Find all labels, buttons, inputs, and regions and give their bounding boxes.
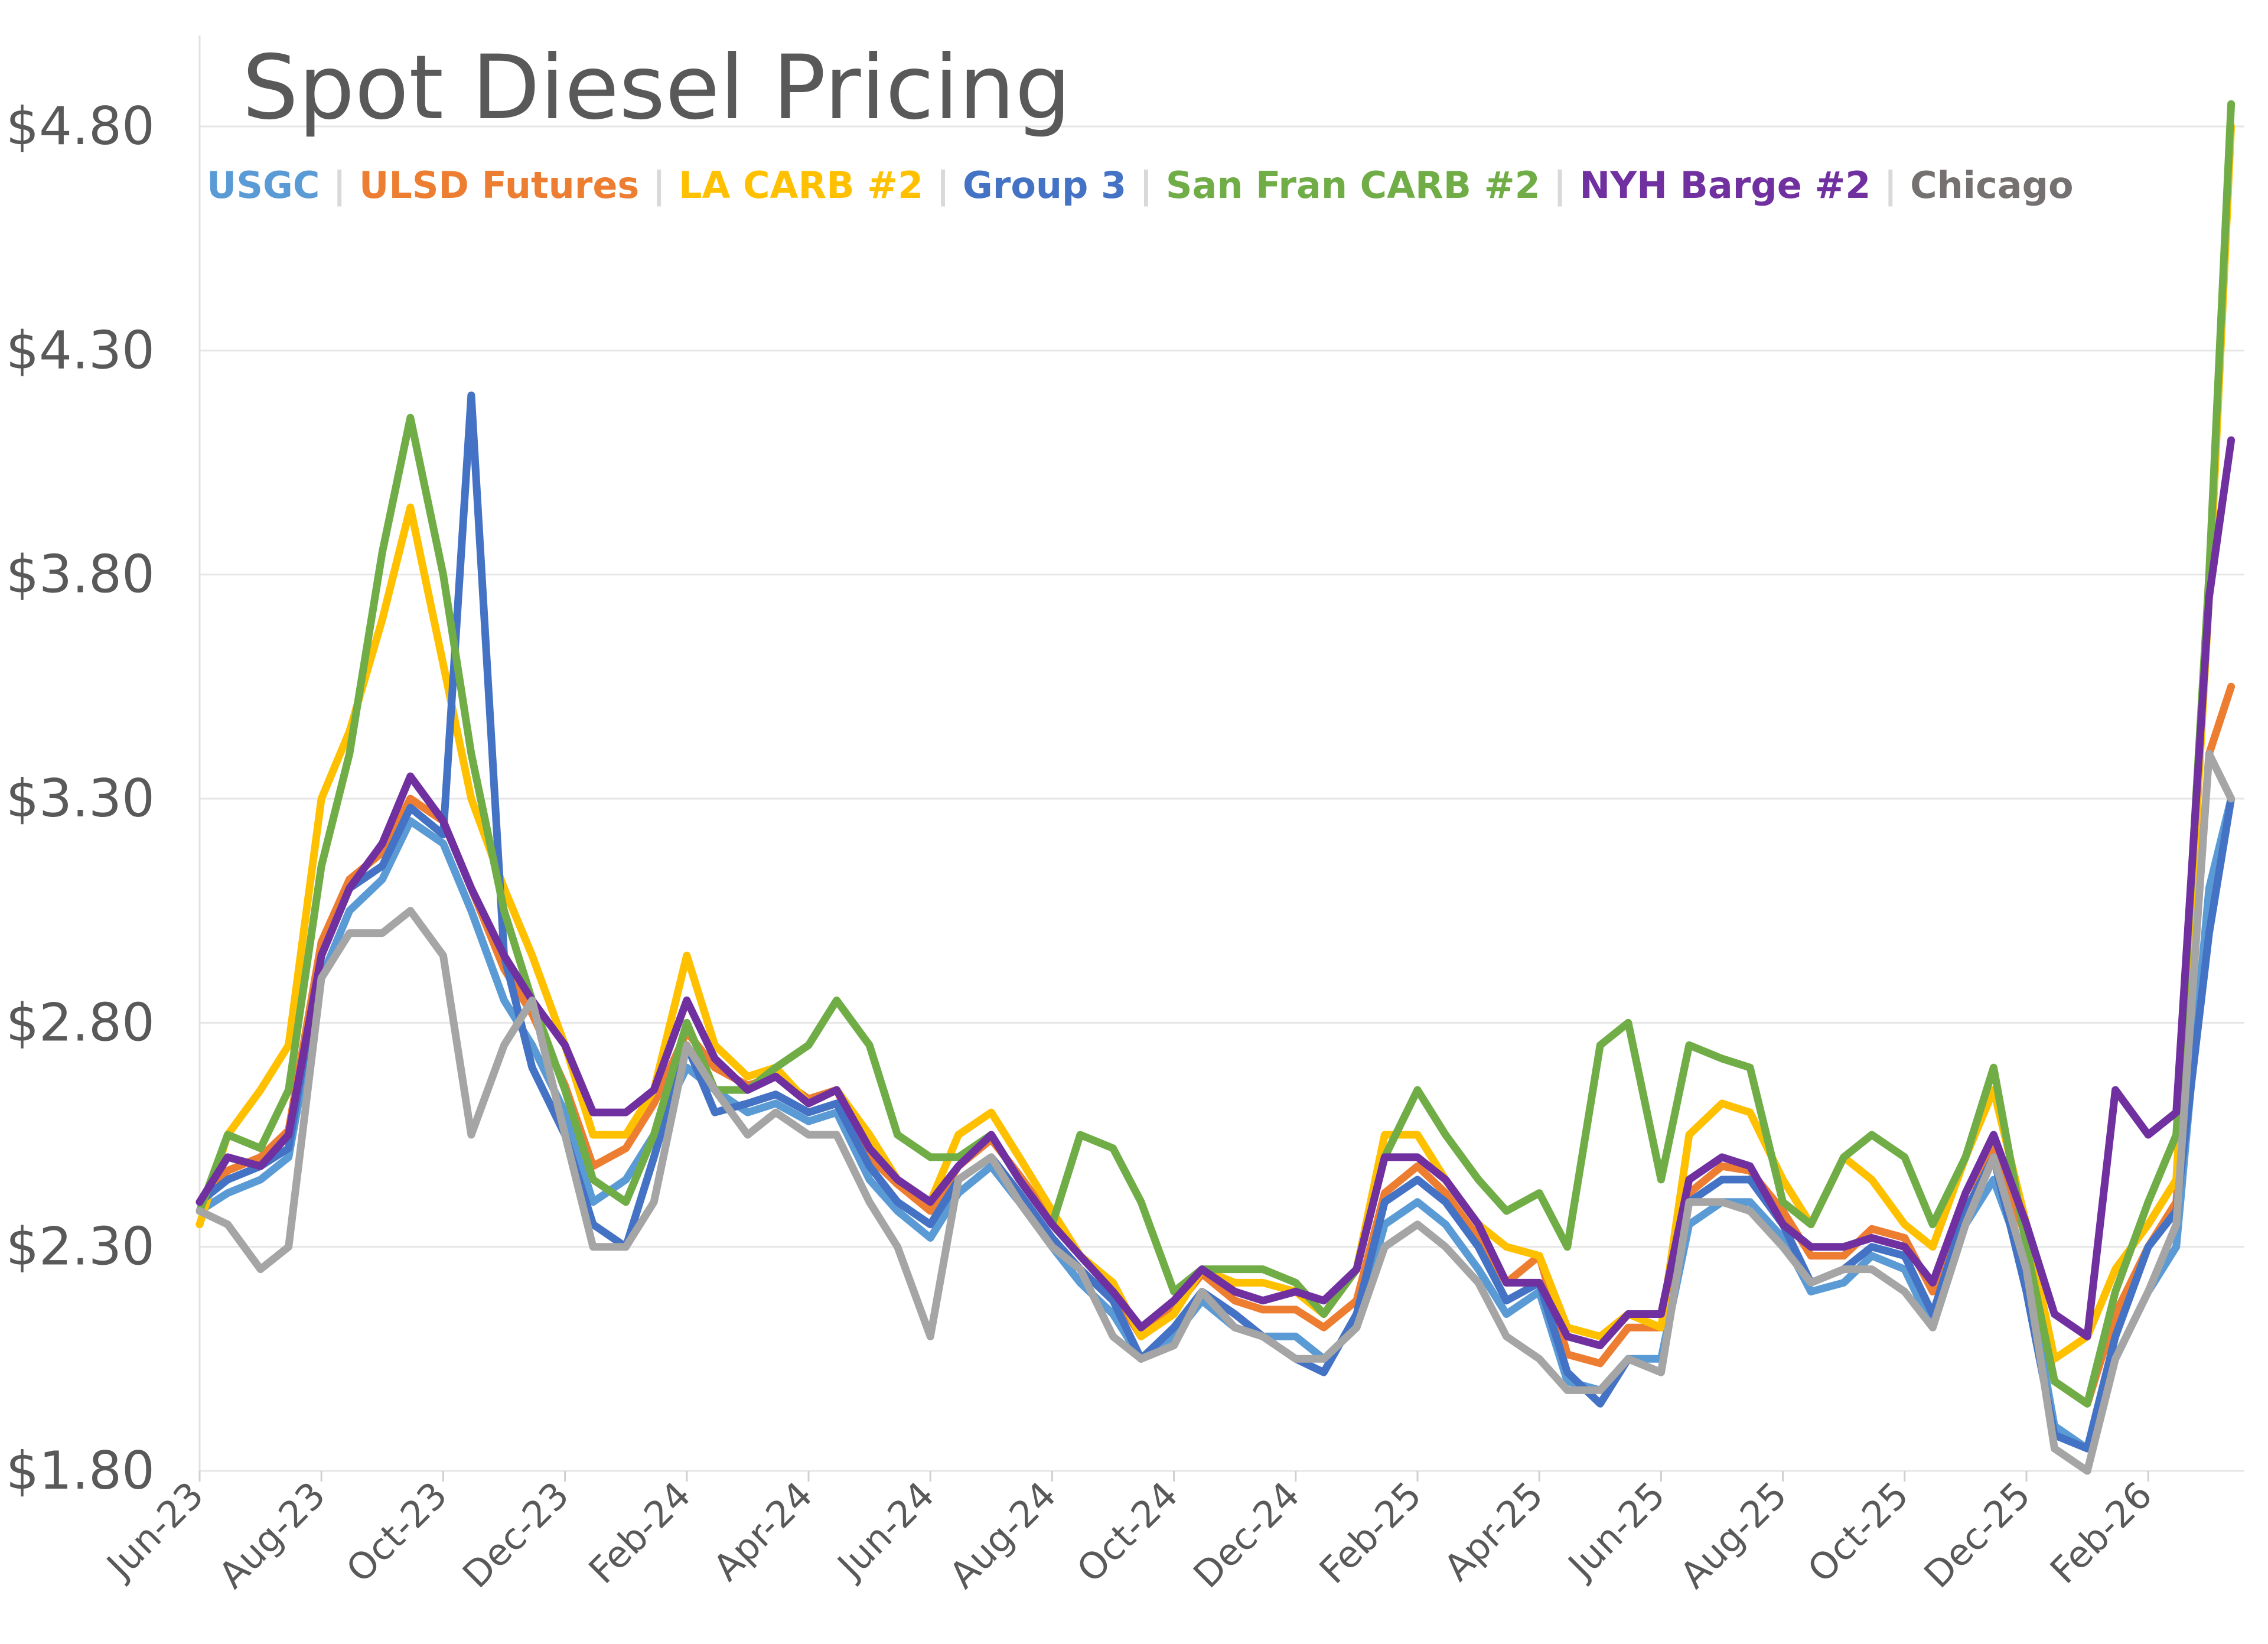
y-tick-label: $2.30	[6, 1216, 155, 1277]
legend-entry: USGC	[207, 164, 320, 207]
legend-entry: LA CARB #2	[679, 164, 923, 207]
legend-separator: |	[333, 164, 346, 207]
legend-separator: |	[1884, 164, 1897, 207]
series-line-la-carb-2	[195, 122, 2236, 1363]
x-tick-label: Jun-25	[1558, 1473, 1673, 1588]
y-tick-labels: $1.80 $2.30 $2.80 $3.30 $3.80 $4.30 $4.80	[6, 96, 155, 1501]
x-tick-label: Oct-24	[1068, 1473, 1186, 1591]
y-tick-label: $4.80	[6, 96, 155, 157]
chart-title: Spot Diesel Pricing	[242, 37, 1071, 139]
legend-entry: Group 3	[963, 164, 1126, 207]
x-tick-label: Aug-24	[941, 1473, 1064, 1597]
x-tick-label: Aug-23	[210, 1473, 334, 1597]
y-tick-label: $3.80	[6, 544, 155, 605]
legend-entry: NYH Barge #2	[1579, 164, 1871, 207]
x-tick-label: Oct-25	[1799, 1473, 1917, 1591]
x-tick-label: Apr-25	[1436, 1473, 1552, 1589]
legend-entry: San Fran CARB #2	[1166, 164, 1540, 207]
legend-separator: |	[1553, 164, 1567, 207]
x-tick-label: Oct-23	[338, 1473, 455, 1591]
series-line-san-fran-carb-2	[195, 100, 2236, 1408]
series-line-group-3	[195, 391, 2236, 1453]
y-tick-label: $1.80	[6, 1440, 155, 1501]
x-tick-label: Aug-25	[1671, 1473, 1795, 1597]
y-tick-label: $3.30	[6, 768, 155, 829]
x-tick-label: Apr-24	[705, 1473, 820, 1589]
legend-separator: |	[652, 164, 666, 207]
x-tick-label: Dec-25	[1916, 1473, 2039, 1596]
legend-entry: Chicago	[1910, 164, 2073, 207]
legend-entry: ULSD Futures	[359, 164, 639, 207]
legend-separator: |	[936, 164, 950, 207]
x-tick-label: Feb-24	[581, 1473, 699, 1592]
series-line-chicago	[195, 750, 2236, 1475]
x-tick-label: Jun-24	[827, 1473, 943, 1588]
series-lines	[195, 100, 2236, 1475]
x-tick-label: Dec-24	[1185, 1473, 1308, 1596]
x-tick-label: Feb-25	[1311, 1473, 1430, 1592]
x-tick-label: Dec-23	[454, 1473, 577, 1596]
y-tick-label: $2.80	[6, 992, 155, 1053]
legend-separator: |	[1139, 164, 1153, 207]
x-tick-label: Feb-26	[2042, 1473, 2161, 1592]
y-tick-label: $4.30	[6, 320, 155, 380]
legend: USGC | ULSD Futures | LA CARB #2 | Group 3 | San…	[207, 164, 2074, 207]
